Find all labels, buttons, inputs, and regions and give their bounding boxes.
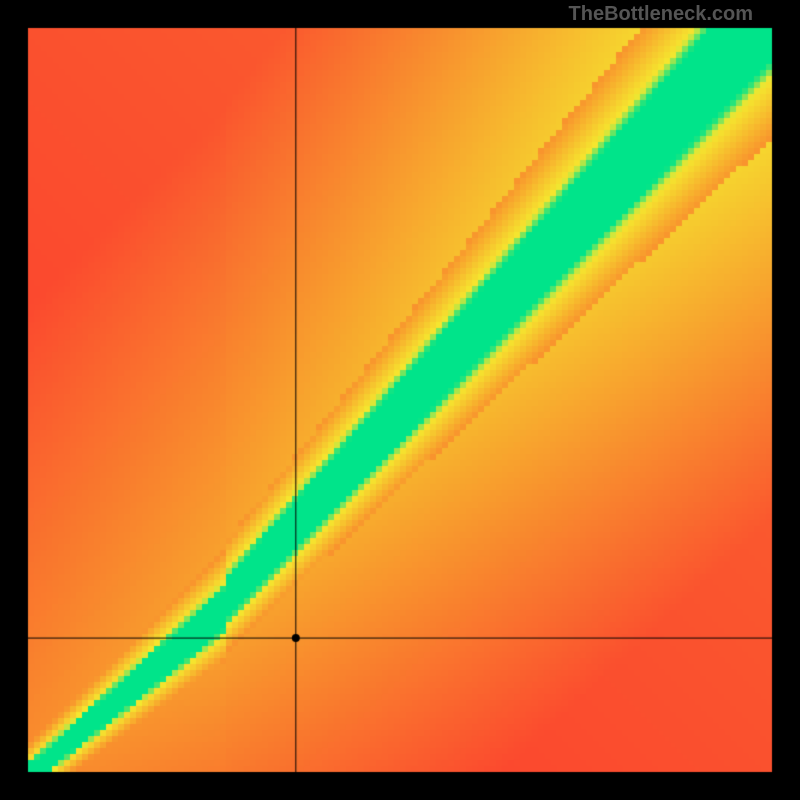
chart-container: TheBottleneck.com — [0, 0, 800, 800]
watermark-text: TheBottleneck.com — [569, 3, 753, 26]
heatmap-canvas — [0, 0, 800, 800]
